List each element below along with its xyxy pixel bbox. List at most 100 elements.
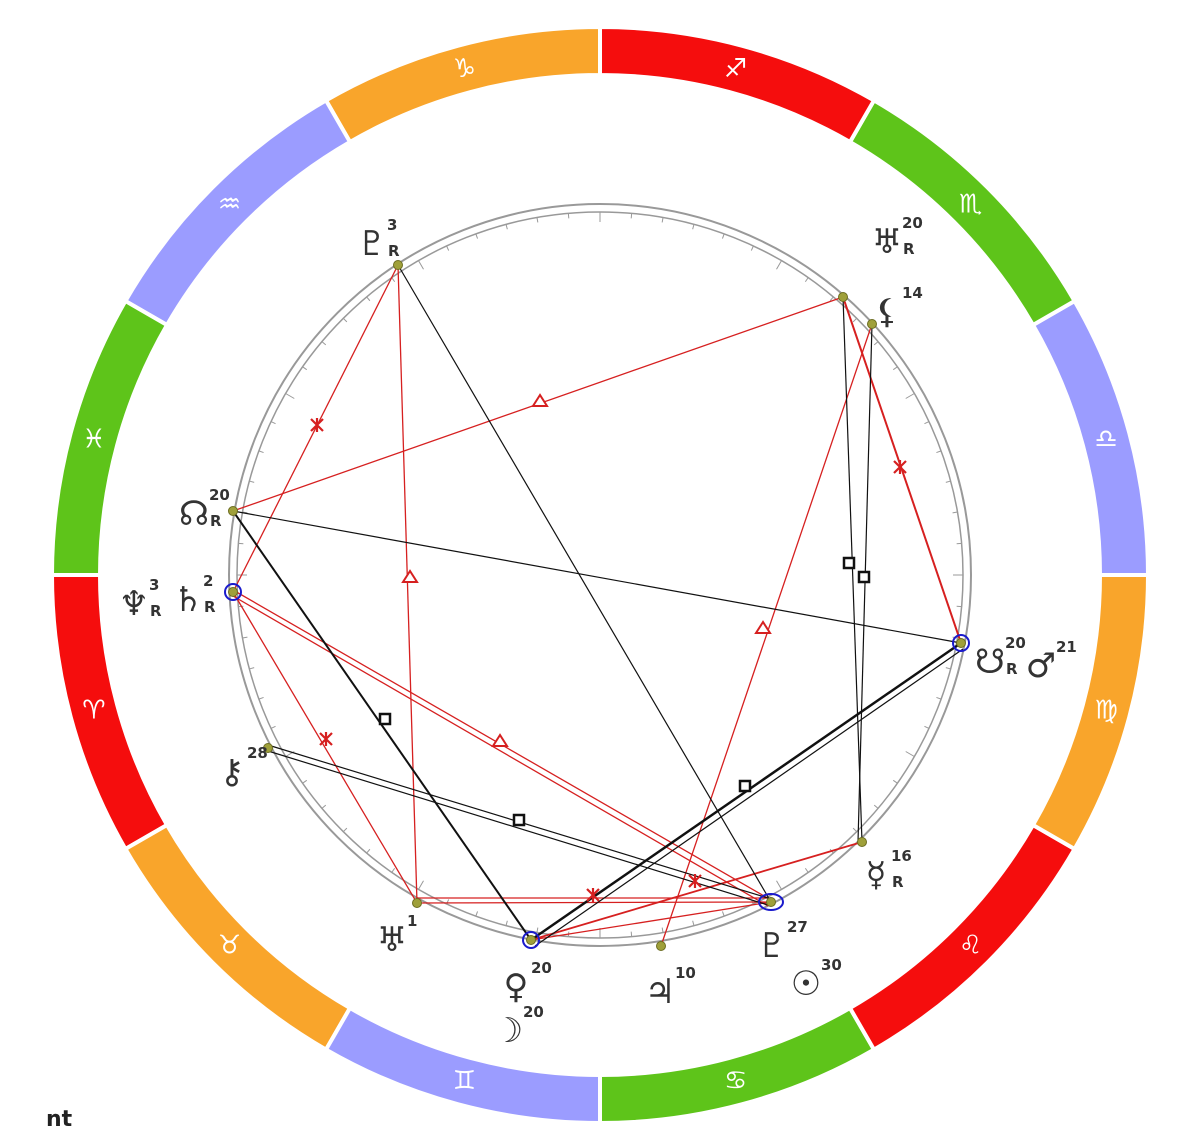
sextile (310, 418, 324, 432)
zodiac-glyph: ♒ (218, 189, 241, 219)
planet-degree: 2 (203, 572, 213, 590)
footer-text: nt (46, 1107, 73, 1132)
degree-tick (258, 450, 264, 454)
aspect-line (232, 595, 769, 907)
planet-point (412, 898, 422, 908)
degree-tick (446, 245, 450, 251)
degree-tick (721, 911, 725, 917)
square (512, 813, 526, 827)
degree-tick (936, 450, 942, 454)
degree-tick (242, 636, 248, 639)
planet-glyph: ♃ (645, 972, 675, 1012)
degree-tick (804, 867, 809, 873)
conjunction (522, 931, 540, 949)
zodiac-glyph: ♋ (724, 1066, 747, 1096)
degree-tick (892, 366, 898, 371)
retrograde-mark: R (903, 240, 915, 258)
planet-point (956, 638, 966, 648)
retrograde-mark: R (210, 512, 222, 530)
retrograde-mark: R (892, 873, 904, 891)
planet-degree: 30 (821, 956, 842, 974)
degree-tick (829, 296, 834, 302)
planet-points (228, 260, 966, 951)
degree-tick (905, 751, 915, 757)
planet-glyph: ☊ (179, 494, 209, 534)
planet-degree: 20 (523, 1003, 544, 1021)
zodiac-glyph: ♏ (959, 189, 982, 219)
square (738, 779, 752, 793)
degree-tick (258, 696, 264, 700)
planet-degree: 21 (1056, 638, 1077, 656)
retrograde-mark: R (388, 242, 400, 260)
planet-degree: 3 (149, 576, 159, 594)
trine (754, 620, 772, 634)
planet-glyph: ♂ (1026, 646, 1056, 686)
degree-tick (342, 827, 348, 833)
aspect-line (232, 591, 418, 904)
degree-tick (892, 779, 898, 784)
retrograde-mark: R (150, 602, 162, 620)
zodiac-glyph: ♌ (959, 931, 982, 961)
degree-tick (249, 667, 255, 670)
degree-tick (692, 920, 695, 926)
planet-glyph: ♆ (119, 584, 149, 624)
aspect-line (530, 901, 772, 941)
degree-tick (661, 927, 664, 933)
conjunction (952, 634, 970, 652)
degree-tick (418, 880, 424, 890)
zodiac-glyph: ♉ (218, 931, 241, 961)
planet-point (228, 506, 238, 516)
degree-tick (475, 233, 479, 239)
aspect-line (660, 323, 873, 947)
planet-degree: 20 (209, 486, 230, 504)
aspect-line (232, 264, 399, 593)
planet-glyph: ♇ (357, 224, 387, 264)
aspects (224, 264, 970, 949)
planet-glyph: ☋ (975, 642, 1005, 682)
zodiac-glyph: ♈ (82, 696, 105, 726)
degree-tick (285, 393, 295, 399)
planet-glyph: ☿ (866, 855, 887, 895)
planet-glyph: ♀ (504, 967, 529, 1007)
trine (401, 569, 419, 583)
planet-degree: 10 (675, 964, 696, 982)
planet-point (263, 743, 273, 753)
zodiac-segment (1030, 298, 1151, 577)
sextile (586, 888, 600, 902)
aspect-line (842, 296, 863, 843)
planet-degree: 27 (787, 918, 808, 936)
aspect-line (397, 264, 772, 903)
square (842, 556, 856, 570)
degree-tick (945, 667, 951, 670)
planet-degree: 20 (902, 214, 923, 232)
planet-point (766, 897, 776, 907)
planet-degree: 3 (387, 216, 397, 234)
degree-tick (945, 480, 951, 483)
degree-tick (536, 217, 539, 223)
planet-degree: 20 (531, 959, 552, 977)
degree-tick (661, 217, 664, 223)
conjunction (758, 893, 784, 911)
degree-tick (475, 911, 479, 917)
degree-tick (249, 480, 255, 483)
trine (531, 393, 549, 407)
degree-tick (505, 920, 508, 926)
degree-tick (321, 804, 327, 809)
planet-labels: ♇ 3R ♅ 20R⚸ 14☊ 20R♆ 3R ♄ 2R☋ 20R ♂ 21⚷ 28☿ 16R♅ 1♀ 20☽… (119, 214, 1077, 1051)
planet-point (857, 837, 867, 847)
zodiac-glyph: ♐ (724, 54, 747, 84)
planet-point (228, 587, 238, 597)
planet-point (526, 935, 536, 945)
degree-tick (505, 224, 508, 230)
planet-degree: 14 (902, 284, 923, 302)
degree-tick (936, 696, 942, 700)
planet-glyph: ☽ (493, 1011, 523, 1051)
square-symbols (378, 556, 871, 827)
planet-glyph: ⚷ (220, 752, 245, 792)
zodiac-glyph: ♑ (453, 54, 476, 84)
sextile (893, 460, 907, 474)
aspect-line (534, 648, 964, 947)
zodiac-segment (49, 298, 170, 577)
planet-glyph: ♅ (377, 920, 407, 960)
degree-tick (342, 317, 348, 323)
